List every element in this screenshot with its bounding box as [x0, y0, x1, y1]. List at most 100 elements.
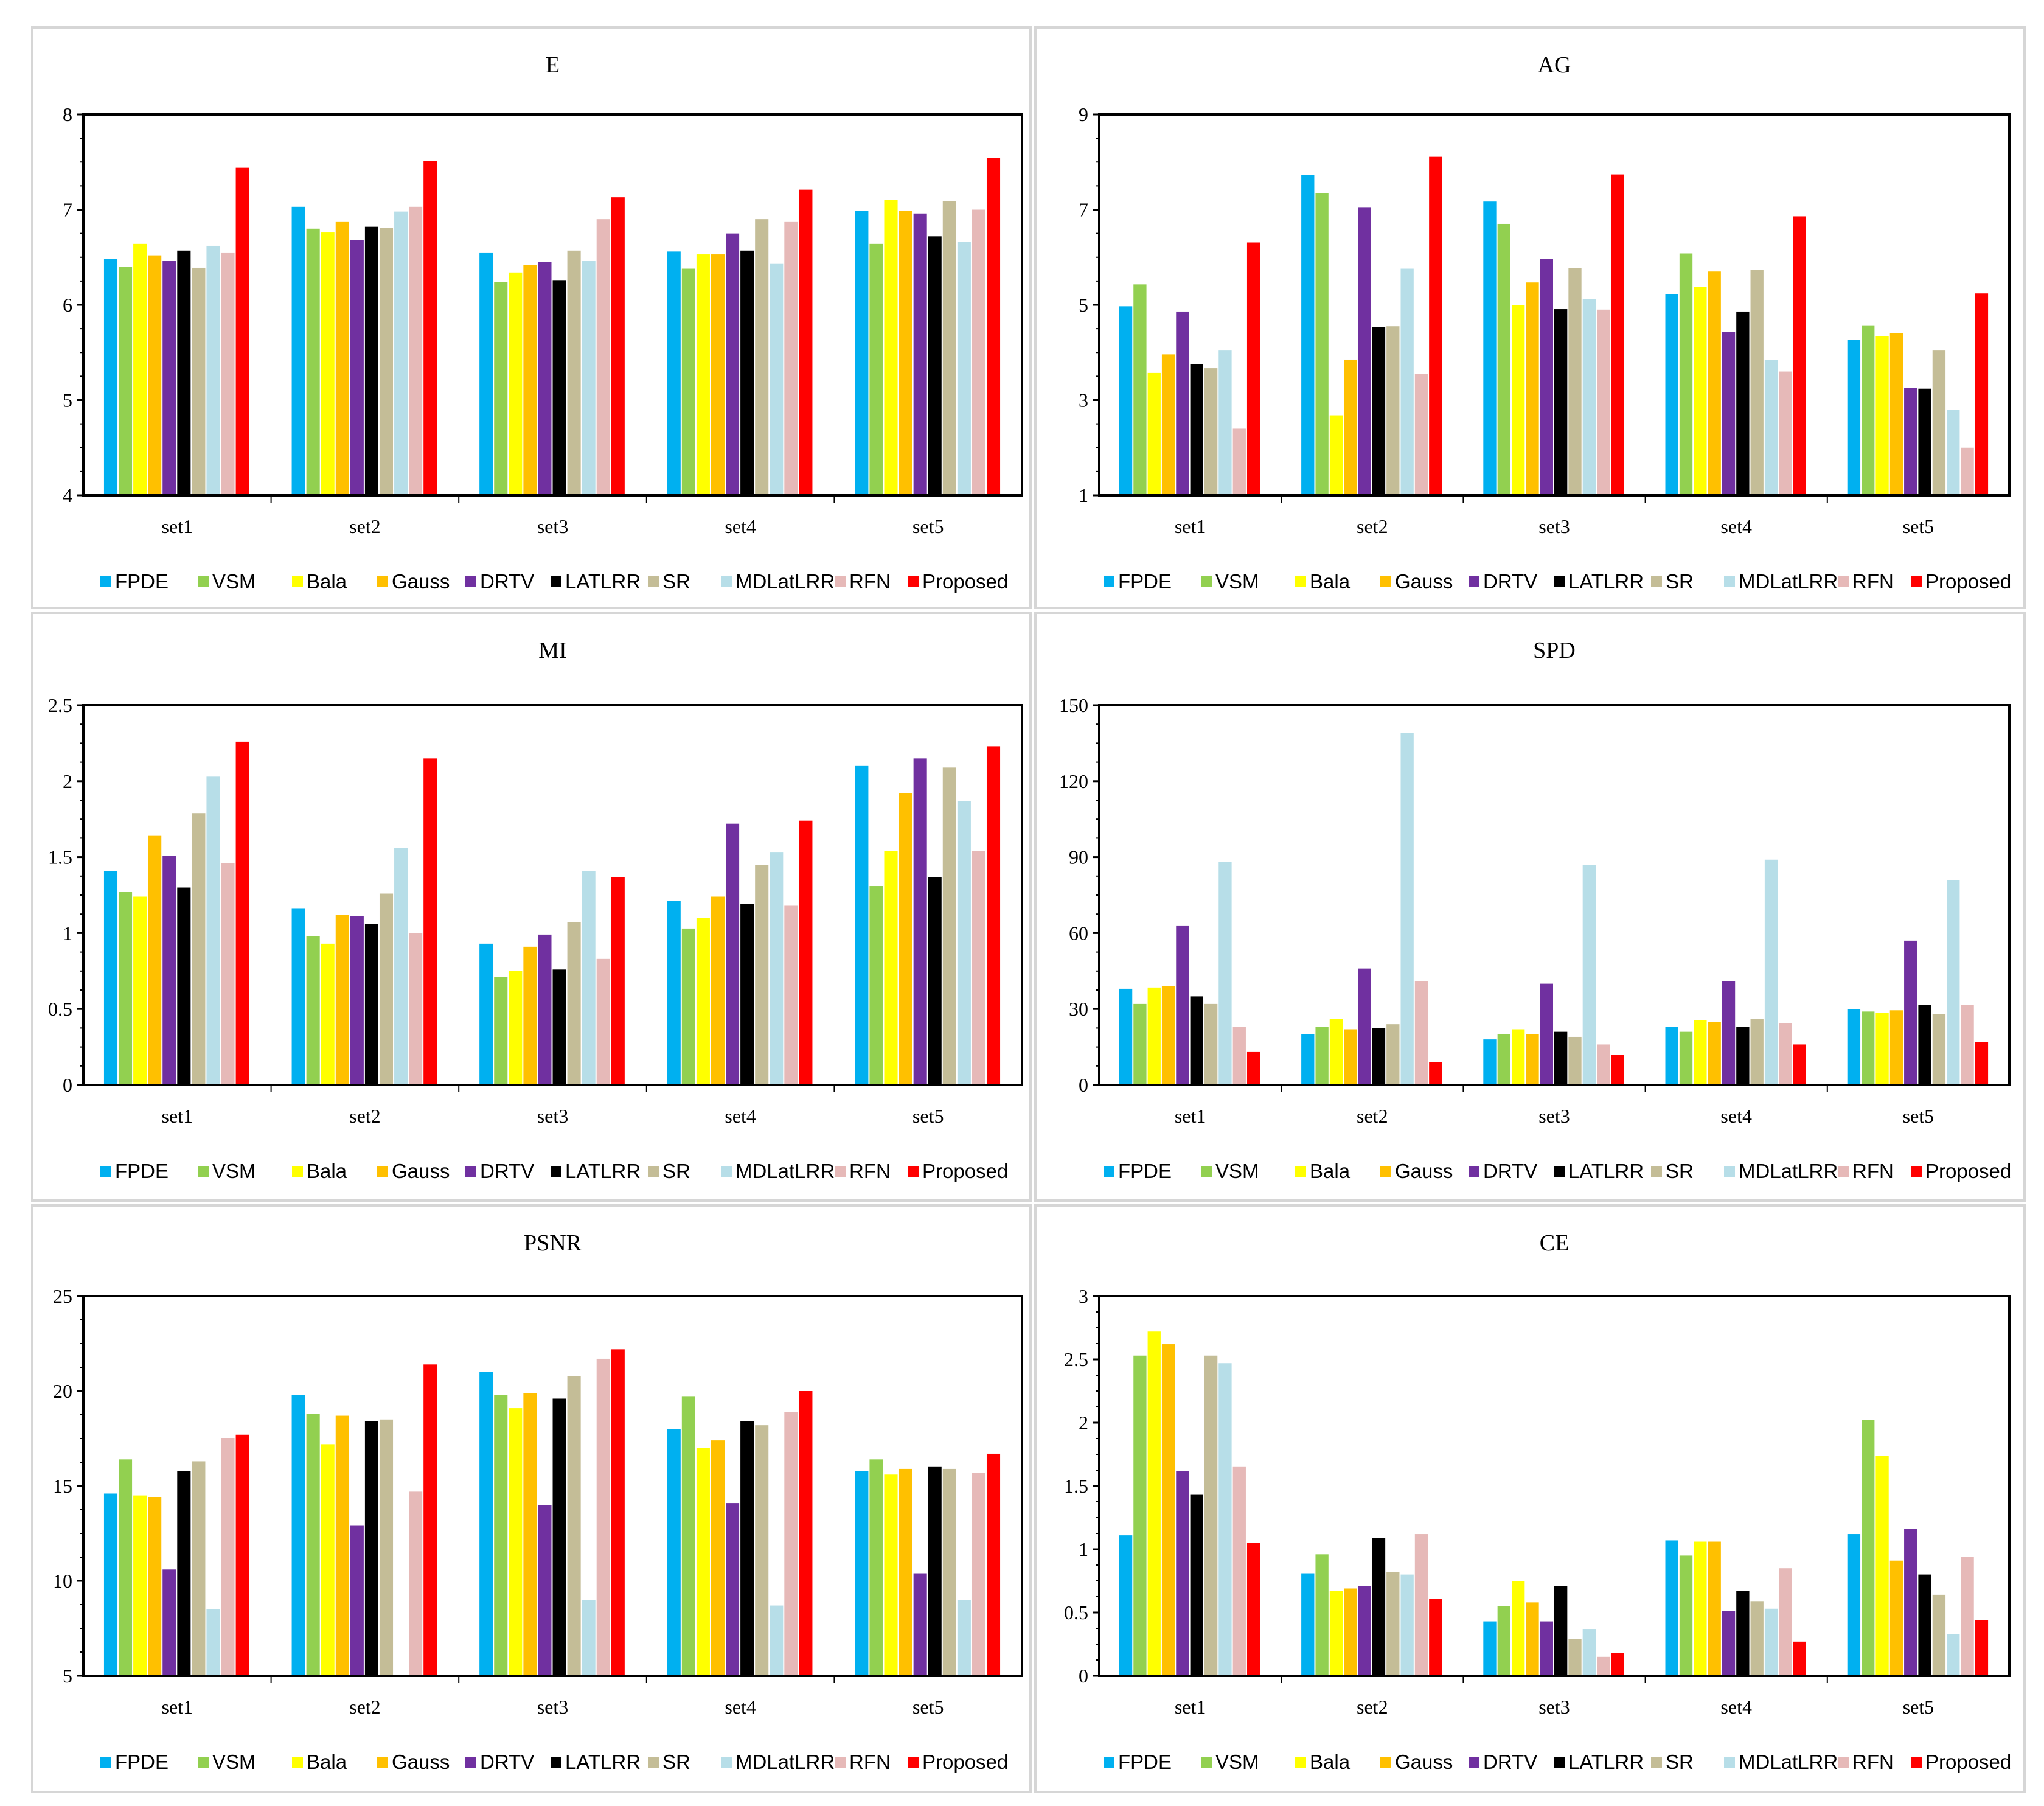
- legend-swatch-sr: [648, 1166, 659, 1177]
- bar-mdlatlrr-set4: [770, 1605, 784, 1676]
- legend-label-gauss: Gauss: [392, 570, 450, 593]
- legend-swatch-mdlatlrr: [721, 1166, 732, 1177]
- bar-drtv-set2: [1358, 1586, 1371, 1676]
- legend-label-vsm: VSM: [212, 1160, 256, 1182]
- bar-rfn-set5: [1961, 1557, 1974, 1676]
- bar-vsm-set2: [306, 228, 320, 495]
- bar-drtv-set5: [1904, 1529, 1917, 1676]
- bar-fpde-set3: [1483, 201, 1496, 495]
- bar-fpde-set5: [1847, 1534, 1861, 1676]
- bar-proposed-set5: [1975, 1042, 1989, 1085]
- bar-latlrr-set5: [1918, 1005, 1931, 1085]
- legend-swatch-mdlatlrr: [1724, 576, 1735, 587]
- chart-panel-spd: SPD 0 30 60 90 120 150 set1 set2 set3 set4 set5 FPDE…: [1034, 612, 2026, 1202]
- bar-rfn-set2: [1414, 1534, 1428, 1676]
- bar-bala-set2: [321, 232, 335, 495]
- bar-mdlatlrr-set5: [1947, 1634, 1960, 1676]
- bar-rfn-set2: [1414, 374, 1428, 495]
- legend-label-bala: Bala: [307, 570, 347, 593]
- legend-label-drtv: DRTV: [480, 1751, 534, 1773]
- bar-gauss-set1: [148, 255, 162, 495]
- bar-drtv-set4: [726, 233, 740, 495]
- bar-latlrr-set4: [1736, 1027, 1750, 1085]
- legend-label-vsm: VSM: [1215, 1751, 1259, 1773]
- bar-fpde-set2: [1301, 1573, 1315, 1676]
- bar-drtv-set4: [1722, 332, 1736, 495]
- bar-sr-set1: [192, 813, 206, 1085]
- legend-swatch-latlrr: [1554, 576, 1565, 587]
- bar-bala-set1: [133, 243, 147, 495]
- y-tick-label: 2.5: [48, 694, 72, 716]
- bar-sr-set2: [379, 893, 394, 1085]
- bar-mdlatlrr-set3: [1582, 865, 1596, 1085]
- bar-bala-set4: [696, 254, 710, 495]
- bar-bala-set3: [1511, 1581, 1525, 1676]
- x-tick-label: set3: [1538, 1105, 1570, 1127]
- bar-sr-set5: [1932, 1014, 1946, 1085]
- bar-sr-set3: [1568, 1036, 1582, 1085]
- legend-swatch-rfn: [835, 576, 846, 587]
- bar-mdlatlrr-set4: [770, 852, 784, 1085]
- bar-mdlatlrr-set5: [1947, 410, 1960, 495]
- legend-label-fpde: FPDE: [1118, 1160, 1172, 1182]
- bar-rfn-set5: [972, 209, 985, 495]
- legend-swatch-bala: [1295, 1757, 1306, 1768]
- legend-label-mdlatlrr: MDLatLRR: [735, 1160, 835, 1182]
- bar-vsm-set2: [1315, 193, 1329, 495]
- bar-bala-set4: [1694, 287, 1707, 495]
- bar-fpde-set3: [1483, 1039, 1496, 1085]
- bar-proposed-set4: [1793, 216, 1806, 495]
- bar-fpde-set1: [103, 259, 118, 495]
- bar-latlrr-set2: [364, 924, 378, 1085]
- bar-fpde-set2: [1301, 1034, 1315, 1085]
- bar-vsm-set1: [1133, 1003, 1147, 1085]
- bar-drtv-set4: [726, 1503, 740, 1676]
- plot-area-border: [82, 113, 1023, 497]
- x-tick-label: set3: [537, 1105, 569, 1127]
- legend-label-vsm: VSM: [1215, 1160, 1259, 1182]
- bar-rfn-set1: [221, 1438, 235, 1676]
- bar-gauss-set5: [899, 211, 912, 495]
- chart-svg: MI 0 0.5 1 1.5 2 2.5 set1 set2 set3 set4 set5 FPDE VS…: [48, 638, 1023, 1182]
- bar-fpde-set1: [103, 1493, 118, 1676]
- y-tick-label: 20: [53, 1380, 72, 1402]
- chart-svg: SPD 0 30 60 90 120 150 set1 set2 set3 set4 set5 FPDE…: [1059, 638, 2011, 1182]
- legend-label-rfn: RFN: [1852, 1160, 1894, 1182]
- x-tick-label: set1: [1175, 515, 1206, 537]
- legend-label-mdlatlrr: MDLatLRR: [735, 1751, 835, 1773]
- bar-drtv-set3: [538, 1505, 552, 1676]
- legend-label-gauss: Gauss: [392, 1160, 450, 1182]
- bar-proposed-set2: [423, 1364, 437, 1676]
- bar-latlrr-set3: [552, 969, 566, 1085]
- bar-vsm-set5: [869, 243, 883, 495]
- legend-swatch-proposed: [908, 1166, 919, 1177]
- bar-drtv-set3: [538, 262, 552, 495]
- legend-label-bala: Bala: [307, 1751, 347, 1773]
- y-tick-label: 1.5: [48, 846, 72, 868]
- x-tick-label: set4: [1720, 1696, 1752, 1718]
- bar-gauss-set5: [1889, 1560, 1903, 1676]
- bar-gauss-set2: [1344, 1029, 1357, 1085]
- legend-label-mdlatlrr: MDLatLRR: [1739, 1160, 1838, 1182]
- legend-swatch-bala: [292, 1757, 303, 1768]
- bar-latlrr-set4: [1736, 311, 1750, 495]
- legend-swatch-mdlatlrr: [1724, 1166, 1735, 1177]
- bar-sr-set2: [1386, 1024, 1400, 1085]
- bar-gauss-set2: [335, 221, 349, 495]
- bar-mdlatlrr-set1: [1218, 350, 1232, 495]
- bar-vsm-set1: [119, 892, 133, 1085]
- y-tick-label: 1: [1079, 1538, 1088, 1560]
- x-tick-label: set5: [912, 1105, 944, 1127]
- chart-panel-e: E 4 5 6 7 8 set1 set2 set3 set4 set5 FPDE VSM Bala Gau…: [31, 26, 1032, 609]
- bar-fpde-set3: [479, 1372, 493, 1676]
- bar-mdlatlrr-set5: [1947, 880, 1960, 1085]
- bar-mdlatlrr-set1: [206, 1609, 220, 1676]
- legend-label-drtv: DRTV: [1483, 570, 1537, 593]
- bar-rfn-set4: [1779, 1568, 1792, 1676]
- bar-vsm-set3: [1497, 223, 1510, 495]
- bar-sr-set3: [1568, 268, 1582, 495]
- chart-panel-ce: CE 0 0.5 1 1.5 2 2.5 3 set1 set2 set3 set4 set5 FPDE V…: [1034, 1204, 2026, 1793]
- bar-gauss-set2: [335, 915, 349, 1085]
- bar-latlrr-set1: [1190, 364, 1203, 495]
- bar-fpde-set1: [103, 871, 118, 1085]
